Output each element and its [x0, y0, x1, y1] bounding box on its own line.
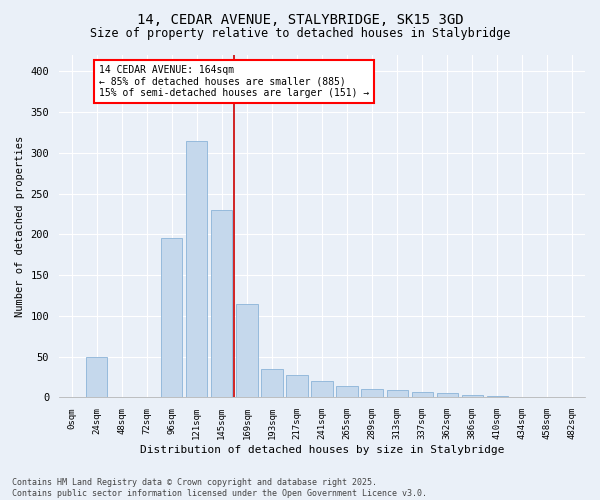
Bar — [487, 396, 508, 398]
Bar — [512, 396, 533, 398]
Bar — [161, 238, 182, 398]
Bar — [386, 390, 408, 398]
Bar — [186, 140, 208, 398]
Bar — [337, 386, 358, 398]
Y-axis label: Number of detached properties: Number of detached properties — [15, 136, 25, 317]
Bar — [211, 210, 232, 398]
Text: Size of property relative to detached houses in Stalybridge: Size of property relative to detached ho… — [90, 28, 510, 40]
Bar — [286, 374, 308, 398]
X-axis label: Distribution of detached houses by size in Stalybridge: Distribution of detached houses by size … — [140, 445, 504, 455]
Bar — [361, 388, 383, 398]
Bar — [236, 304, 257, 398]
Bar — [461, 395, 483, 398]
Bar — [437, 394, 458, 398]
Text: Contains HM Land Registry data © Crown copyright and database right 2025.
Contai: Contains HM Land Registry data © Crown c… — [12, 478, 427, 498]
Bar — [86, 356, 107, 398]
Bar — [412, 392, 433, 398]
Bar — [562, 396, 583, 398]
Text: 14 CEDAR AVENUE: 164sqm
← 85% of detached houses are smaller (885)
15% of semi-d: 14 CEDAR AVENUE: 164sqm ← 85% of detache… — [99, 65, 370, 98]
Text: 14, CEDAR AVENUE, STALYBRIDGE, SK15 3GD: 14, CEDAR AVENUE, STALYBRIDGE, SK15 3GD — [137, 12, 463, 26]
Bar — [261, 369, 283, 398]
Bar — [311, 381, 332, 398]
Bar — [61, 396, 82, 398]
